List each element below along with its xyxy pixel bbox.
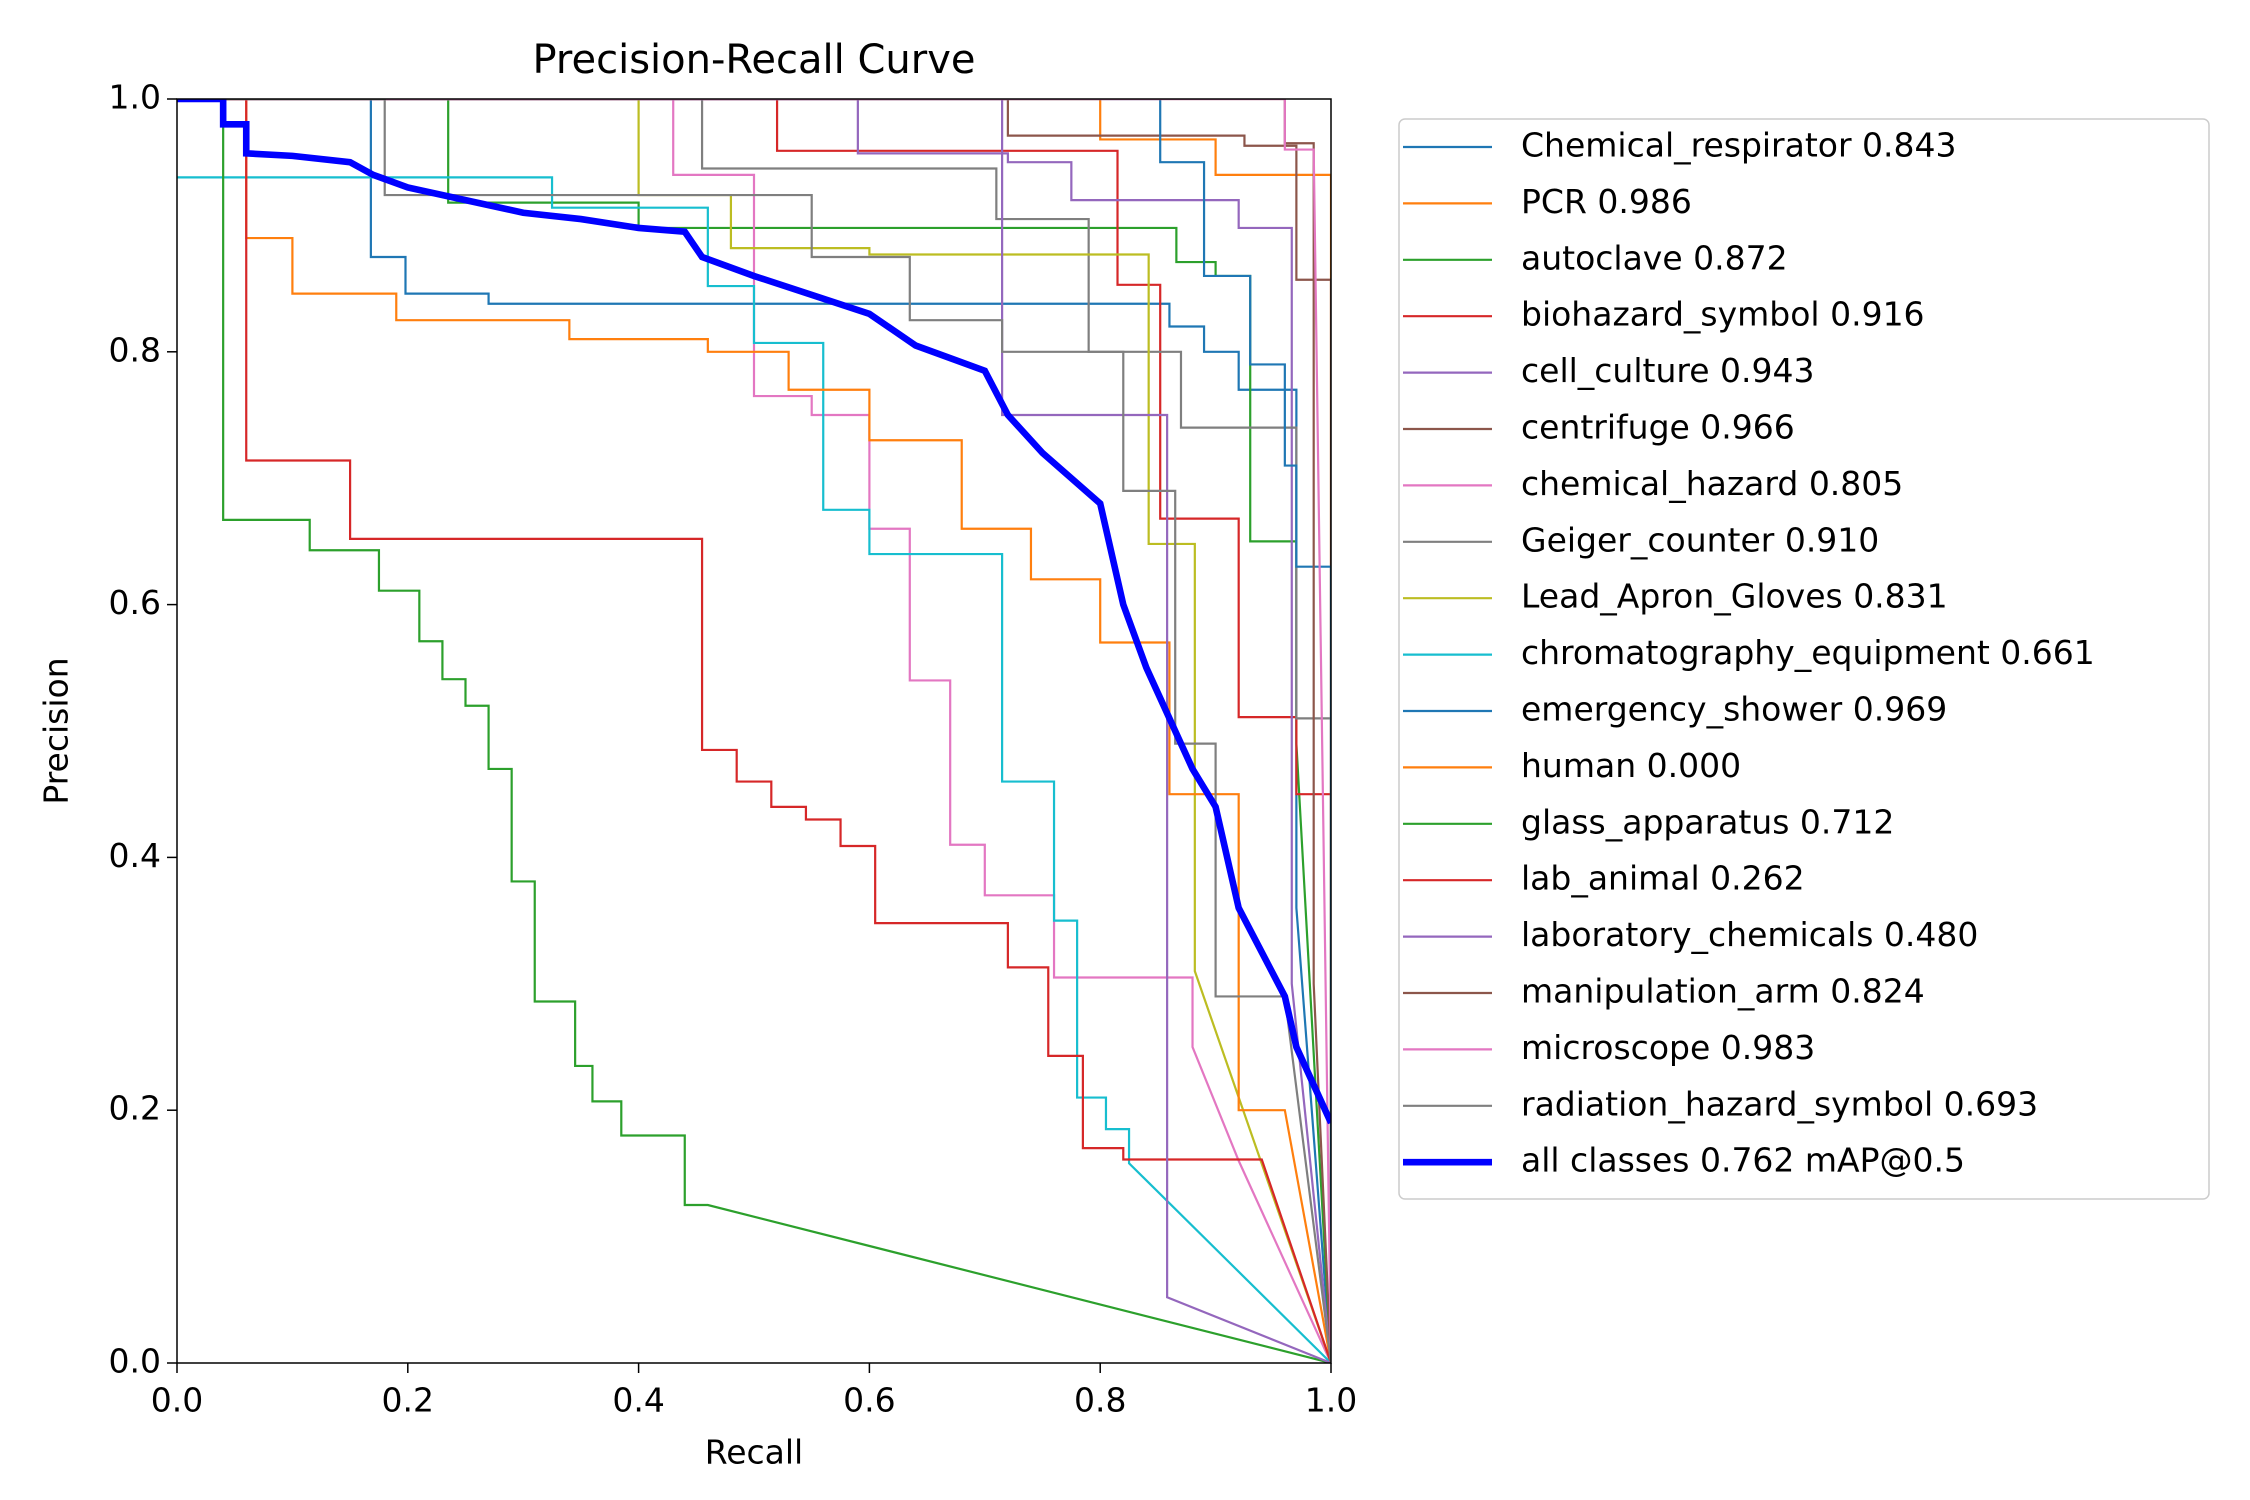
legend-label: manipulation_arm 0.824 (1521, 972, 1925, 1011)
legend-label: PCR 0.986 (1521, 182, 1692, 221)
y-tick-label: 0.4 (109, 836, 161, 875)
y-tick-label: 0.8 (109, 330, 161, 369)
pr-curve (177, 99, 1331, 1363)
pr-curve (177, 99, 1331, 1363)
y-axis-label: Precision (37, 657, 76, 804)
x-tick-label: 0.8 (1074, 1381, 1126, 1420)
pr-curve (177, 99, 1331, 1125)
pr-curve (177, 99, 1331, 1363)
legend-label: radiation_hazard_symbol 0.693 (1521, 1084, 2038, 1123)
x-axis-label: Recall (705, 1433, 803, 1472)
legend-label: microscope 0.983 (1521, 1028, 1815, 1067)
pr-curve (177, 99, 1331, 1363)
pr-curve (177, 99, 1331, 1363)
legend-label: glass_apparatus 0.712 (1521, 802, 1894, 841)
pr-curve (177, 99, 1331, 1363)
pr-curve (177, 176, 1331, 1363)
pr-curve (177, 99, 1331, 1363)
pr-curve (177, 99, 1331, 1363)
pr-curve (177, 99, 1331, 1363)
pr-curve (177, 99, 1331, 1363)
pr-curve (177, 99, 1331, 1363)
x-tick-label: 0.2 (382, 1381, 434, 1420)
legend-label: chromatography_equipment 0.661 (1521, 633, 2095, 672)
pr-curve (177, 99, 1331, 1363)
y-tick-label: 0.2 (109, 1089, 161, 1128)
legend-label: Chemical_respirator 0.843 (1521, 126, 1957, 165)
pr-curve (177, 99, 1331, 1363)
legend-label: cell_culture 0.943 (1521, 351, 1814, 390)
x-tick-label: 0.4 (612, 1381, 664, 1420)
y-tick-label: 0.6 (109, 583, 161, 622)
legend-label: chemical_hazard 0.805 (1521, 464, 1903, 503)
legend-label: human 0.000 (1521, 746, 1741, 785)
legend-label: all classes 0.762 mAP@0.5 (1521, 1141, 1965, 1180)
legend-box (1398, 118, 2210, 1200)
plot-area (177, 99, 1331, 1363)
y-tick-label: 1.0 (109, 78, 161, 117)
pr-curve (177, 99, 1331, 1363)
legend-label: laboratory_chemicals 0.480 (1521, 915, 1978, 954)
legend-label: centrifuge 0.966 (1521, 408, 1795, 447)
x-tick-label: 1.0 (1305, 1381, 1357, 1420)
x-tick-label: 0.0 (151, 1381, 203, 1420)
legend-label: emergency_shower 0.969 (1521, 690, 1947, 729)
legend-label: Geiger_counter 0.910 (1521, 520, 1879, 559)
legend-label: biohazard_symbol 0.916 (1521, 295, 1925, 334)
legend-label: autoclave 0.872 (1521, 238, 1788, 277)
chart-title: Precision-Recall Curve (533, 37, 976, 83)
legend-label: Lead_Apron_Gloves 0.831 (1521, 577, 1948, 616)
legend-label: lab_animal 0.262 (1521, 859, 1805, 898)
x-tick-label: 0.6 (843, 1381, 895, 1420)
y-tick-label: 0.0 (109, 1342, 161, 1381)
axes-frame (176, 98, 1332, 1364)
